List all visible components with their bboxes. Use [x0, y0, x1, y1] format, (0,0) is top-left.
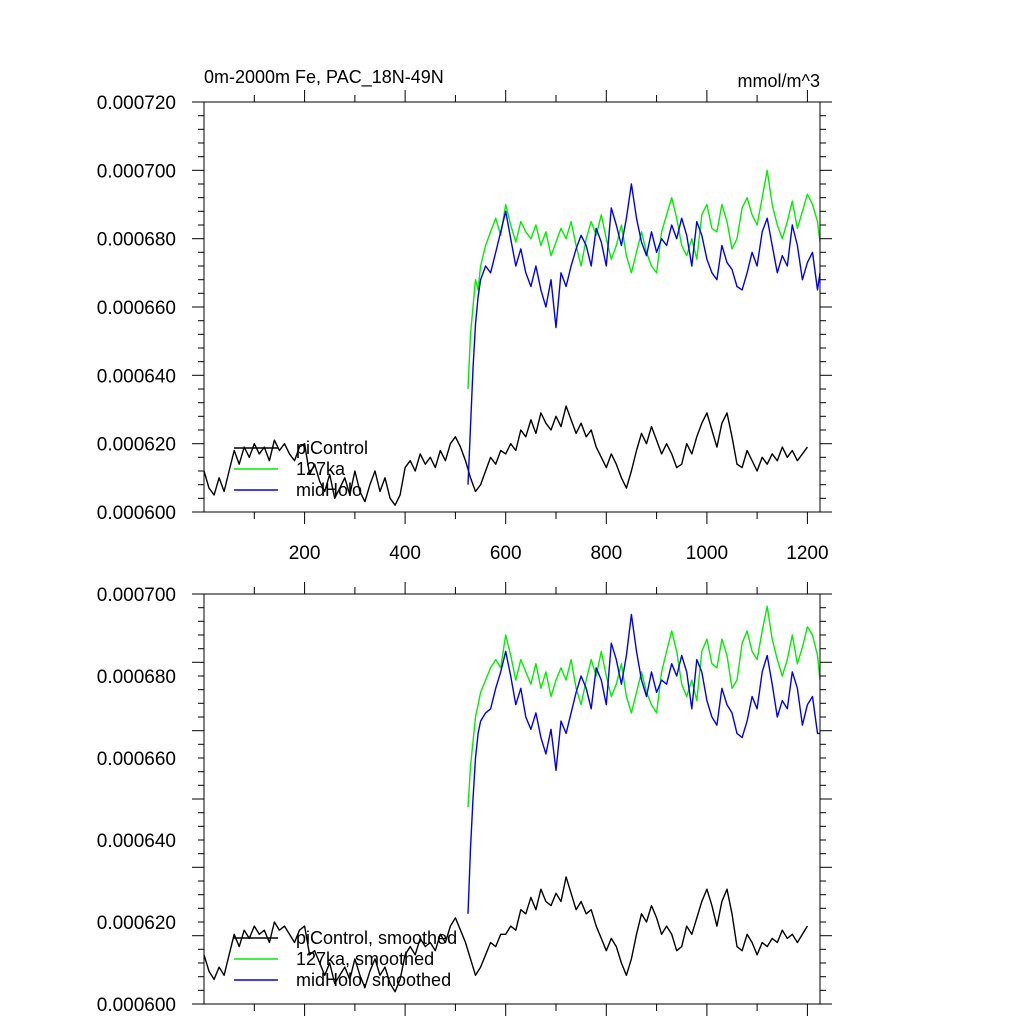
top-x-tick-labels: 200 400 600 800 1000 1200 [289, 543, 829, 564]
bottom-legend-label: midHolo, smoothed [296, 970, 451, 990]
bottom-y-tick-label: 0.000700 [97, 585, 176, 606]
top-y-tick-label: 0.000680 [97, 230, 176, 251]
top-panel-units: mmol/m^3 [738, 71, 820, 91]
bottom-series-layer [203, 605, 821, 993]
top-y-tick-label: 0.000720 [97, 93, 176, 114]
bottom-panel: 0.000600 0.000620 0.000640 0.000660 0.00… [97, 582, 832, 1016]
top-x-tick-label: 800 [590, 543, 622, 564]
top-legend-label: midHolo [296, 480, 362, 500]
top-x-tick-label: 400 [389, 543, 421, 564]
top-series-layer [203, 169, 821, 506]
series-line-midholo [467, 183, 821, 485]
bottom-legend: piControl, smoothed 127ka, smoothed midH… [234, 928, 457, 990]
series-line-127ka [467, 169, 821, 390]
top-y-tick-labels: 0.000600 0.000620 0.000640 0.000660 0.00… [97, 93, 176, 524]
bottom-y-tick-label: 0.000620 [97, 913, 176, 934]
bottom-ticks [192, 582, 832, 1016]
bottom-legend-label: 127ka, smoothed [296, 949, 434, 969]
top-x-tick-label: 1000 [686, 543, 728, 564]
series-line-picontrol-smoothed [203, 876, 808, 993]
top-legend-label: 127ka [296, 459, 346, 479]
bottom-y-tick-label: 0.000600 [97, 995, 176, 1016]
top-y-tick-label: 0.000660 [97, 298, 176, 319]
series-line-picontrol [203, 405, 808, 506]
bottom-y-tick-label: 0.000680 [97, 667, 176, 688]
top-x-tick-label: 1200 [786, 543, 828, 564]
top-ticks [192, 90, 832, 524]
top-y-tick-label: 0.000600 [97, 503, 176, 524]
top-x-tick-label: 200 [289, 543, 321, 564]
top-panel: 0m-2000m Fe, PAC_18N-49N mmol/m^3 0.0006… [97, 67, 832, 564]
bottom-y-tick-label: 0.000660 [97, 749, 176, 770]
bottom-legend-label: piControl, smoothed [296, 928, 457, 948]
top-x-tick-label: 600 [490, 543, 522, 564]
top-legend-label: piControl [296, 438, 368, 458]
series-line-midholo-smoothed [467, 613, 820, 914]
top-panel-title: 0m-2000m Fe, PAC_18N-49N [204, 67, 444, 88]
top-y-tick-label: 0.000620 [97, 435, 176, 456]
series-line-127ka-smoothed [467, 605, 821, 808]
top-y-tick-label: 0.000700 [97, 161, 176, 182]
top-y-tick-label: 0.000640 [97, 366, 176, 387]
bottom-y-tick-labels: 0.000600 0.000620 0.000640 0.000660 0.00… [97, 585, 176, 1016]
bottom-y-tick-label: 0.000640 [97, 831, 176, 852]
top-legend: piControl 127ka midHolo [234, 438, 368, 500]
